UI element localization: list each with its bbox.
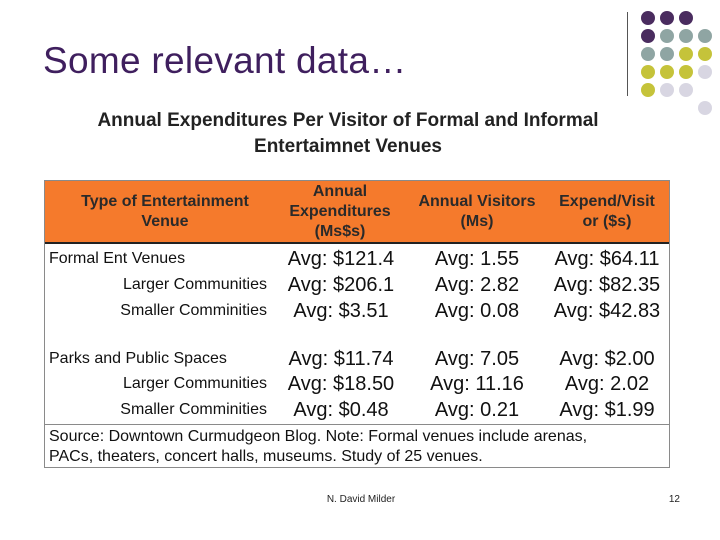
decorative-dot [698,29,712,43]
cell-visitors: Avg: 2.82 [434,274,520,296]
decorative-dot [660,29,674,43]
table-header: Type of Entertainment Venue Annual Expendi… [45,181,669,244]
header-annual-expenditures: Annual Expenditures (Ms$s) [289,182,391,240]
cell-expenditures: Avg: $18.50 [287,373,395,395]
table-row: Formal Ent Venues Avg: $121.4 Avg: 1.55 … [45,246,669,272]
decorative-dot [679,65,693,79]
decorative-dot [698,101,712,115]
decorative-dot [679,83,693,97]
cell-expenditures: Avg: $0.48 [293,399,389,421]
row-label: Larger Communities [122,276,267,293]
table-title-line2: Entertaimnet Venues [254,136,442,157]
cell-expenditures: Avg: $121.4 [287,248,395,270]
decorative-dot [660,11,674,25]
table-title: Annual Expenditures Per Visitor of Forma… [48,108,648,160]
table-row: Larger Communities Avg: $206.1 Avg: 2.82… [45,272,669,298]
cell-per-visit: Avg: $42.83 [553,300,661,322]
row-label: Smaller Comminities [120,302,267,319]
decorative-dot [679,11,693,25]
cell-per-visit: Avg: $2.00 [559,348,655,370]
source-line1: Source: Downtown Curmudgeon Blog. Note: … [49,428,588,445]
data-table: Type of Entertainment Venue Annual Expendi… [44,180,670,468]
header-annual-visitors: Annual Visitors (Ms) [418,192,536,230]
cell-visitors: Avg: 1.55 [434,248,520,270]
decorative-dot [641,11,655,25]
row-label: Formal Ent Venues [49,250,186,267]
decorative-dot [641,29,655,43]
cell-visitors: Avg: 7.05 [434,348,520,370]
decorative-dot [698,47,712,61]
decorative-dot [660,47,674,61]
cell-visitors: Avg: 0.21 [434,399,520,421]
table-row: Parks and Public Spaces Avg: $11.74 Avg:… [45,346,669,372]
cell-per-visit: Avg: $1.99 [559,399,655,421]
decorative-dot-grid [641,11,717,117]
row-label: Parks and Public Spaces [49,350,227,367]
cell-expenditures: Avg: $206.1 [287,274,395,296]
decorative-dot [641,65,655,79]
table-row: Larger Communities Avg: $18.50 Avg: 11.1… [45,371,669,397]
decorative-dot [641,83,655,97]
decorative-dot [660,65,674,79]
table-row: Smaller Comminities Avg: $3.51 Avg: 0.08… [45,298,669,324]
row-label: Smaller Comminities [120,401,267,418]
cell-per-visit: Avg: $64.11 [554,248,660,270]
slide-title: Some relevant data… [43,40,407,81]
decorative-dot [641,47,655,61]
decorative-dot [660,83,674,97]
cell-visitors: Avg: 11.16 [430,373,524,395]
footer-author: N. David Milder [326,494,396,505]
cell-expenditures: Avg: $11.74 [288,348,394,370]
source-note: Source: Downtown Curmudgeon Blog. Note: … [45,424,669,467]
header-venue-type: Type of Entertainment Venue [81,192,249,230]
header-expend-per-visit: Expend/Visit or ($s) [559,192,655,230]
decorative-dot [679,29,693,43]
table-title-line1: Annual Expenditures Per Visitor of Forma… [97,110,599,131]
table-row: Smaller Comminities Avg: $0.48 Avg: 0.21… [45,397,669,423]
cell-per-visit: Avg: 2.02 [564,373,650,395]
cell-expenditures: Avg: $3.51 [293,300,389,322]
decorative-dot [679,47,693,61]
source-line2: PACs, theaters, concert halls, museums. … [49,448,483,465]
cell-per-visit: Avg: $82.35 [553,274,661,296]
decorative-dot [698,65,712,79]
row-label: Larger Communities [122,375,267,392]
title-divider-line [627,12,628,96]
page-number: 12 [668,494,680,505]
cell-visitors: Avg: 0.08 [434,300,520,322]
